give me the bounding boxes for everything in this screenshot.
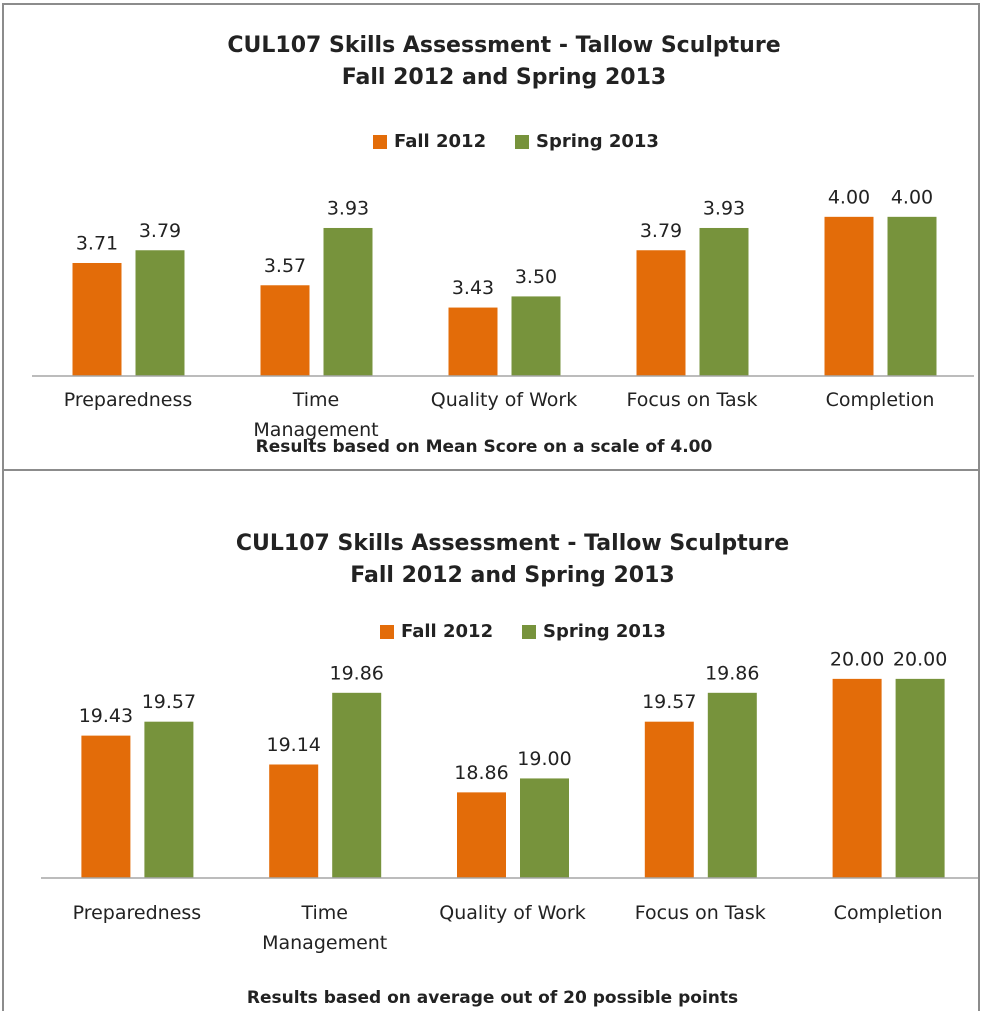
x-tick-label: Preparedness	[72, 902, 202, 924]
value-label: 3.79	[139, 220, 181, 242]
value-label: 19.57	[642, 691, 696, 713]
value-label: 3.43	[452, 277, 494, 299]
value-label: 3.57	[264, 255, 306, 277]
x-tick-label: Completion	[825, 389, 935, 411]
bar	[323, 227, 373, 376]
value-label: 4.00	[891, 186, 933, 208]
x-tick-label: Completion	[833, 902, 943, 924]
chart-subtitle: Fall 2012 and Spring 2013	[342, 65, 666, 90]
legend-swatch	[380, 625, 394, 639]
bar	[260, 285, 310, 376]
x-tick-label: Time Management	[253, 389, 379, 441]
value-label: 19.00	[517, 748, 571, 770]
legend-swatch	[373, 135, 387, 149]
chart-title: CUL107 Skills Assessment - Tallow Sculpt…	[227, 33, 780, 58]
bar	[72, 262, 122, 376]
value-label: 3.71	[76, 232, 118, 254]
bar	[707, 692, 757, 878]
value-label: 3.50	[515, 266, 557, 288]
bar	[832, 678, 882, 878]
legend-label: Fall 2012	[394, 131, 486, 152]
chart-panel: CUL107 Skills Assessment - Tallow Sculpt…	[2, 469, 980, 1011]
x-tick-label: Focus on Task	[634, 902, 766, 924]
value-label: 20.00	[830, 648, 884, 670]
value-label: 19.43	[79, 705, 133, 727]
x-tick-label: Quality of Work	[430, 389, 578, 411]
chart-panel: CUL107 Skills Assessment - Tallow Sculpt…	[2, 3, 980, 471]
bar	[144, 721, 194, 878]
chart-note: Results based on average out of 20 possi…	[247, 988, 738, 1008]
x-tick-label: Time Management	[262, 902, 388, 954]
bar	[332, 692, 382, 878]
chart: CUL107 Skills Assessment - Tallow Sculpt…	[41, 531, 978, 1008]
chart-subtitle: Fall 2012 and Spring 2013	[350, 563, 674, 588]
bar	[520, 778, 569, 878]
bar	[135, 250, 185, 376]
value-label: 18.86	[454, 762, 508, 784]
x-tick-label: Quality of Work	[439, 902, 586, 924]
legend-label: Spring 2013	[536, 131, 659, 152]
legend-swatch	[522, 625, 536, 639]
value-label: 19.14	[266, 734, 320, 756]
bar	[895, 678, 945, 878]
value-label: 19.86	[705, 662, 759, 684]
value-label: 3.79	[640, 220, 682, 242]
bar	[699, 227, 749, 376]
value-label: 3.93	[327, 197, 369, 219]
bar	[824, 216, 874, 376]
chart-note: Results based on Mean Score on a scale o…	[256, 437, 713, 457]
bar	[448, 307, 498, 376]
value-label: 3.93	[703, 197, 745, 219]
legend-label: Spring 2013	[543, 621, 666, 642]
bar	[511, 296, 561, 376]
legend-swatch	[515, 135, 529, 149]
bar	[644, 721, 694, 878]
bar	[636, 250, 686, 376]
x-tick-label: Focus on Task	[626, 389, 758, 411]
value-label: 19.57	[142, 691, 196, 713]
chart-title: CUL107 Skills Assessment - Tallow Sculpt…	[236, 531, 789, 556]
bar	[81, 735, 131, 878]
value-label: 20.00	[893, 648, 947, 670]
bar	[887, 216, 937, 376]
value-label: 4.00	[828, 186, 870, 208]
legend-label: Fall 2012	[401, 621, 493, 642]
x-tick-label: Preparedness	[63, 389, 193, 411]
chart: CUL107 Skills Assessment - Tallow Sculpt…	[32, 33, 974, 457]
bar	[269, 764, 319, 878]
value-label: 19.86	[329, 662, 383, 684]
bar	[457, 792, 506, 878]
